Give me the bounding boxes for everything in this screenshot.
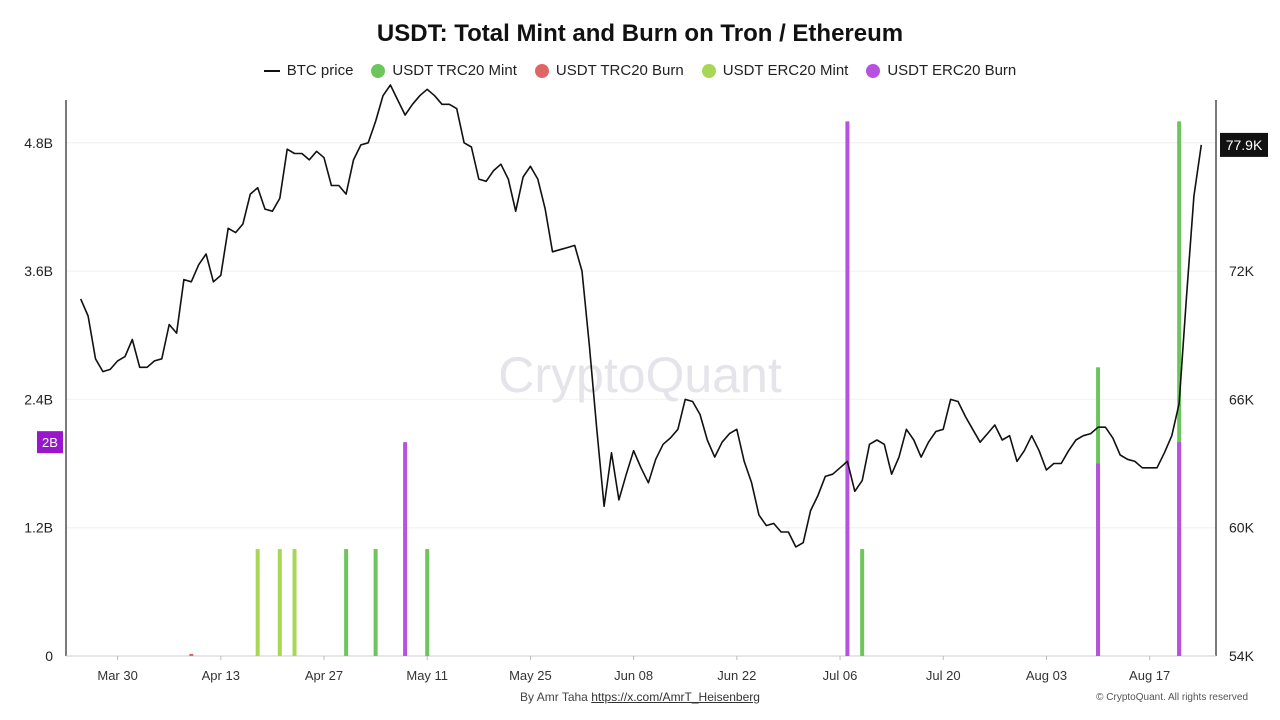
legend-label: BTC price xyxy=(286,62,354,79)
legend-item[interactable]: USDT ERC20 Mint xyxy=(701,62,849,79)
bars-layer xyxy=(189,121,1182,656)
x-tick-label: Jul 06 xyxy=(823,668,858,683)
x-tick-label: Jul 20 xyxy=(926,668,961,683)
y-left-tick-label: 2.4B xyxy=(24,391,53,407)
y-left-marker-label: 2B xyxy=(42,435,58,450)
x-tick-label: Apr 13 xyxy=(202,668,240,683)
legend-item[interactable]: USDT TRC20 Burn xyxy=(534,62,684,79)
y-right-tick-label: 66K xyxy=(1229,391,1255,407)
chart-legend: BTC price USDT TRC20 Mint USDT TRC20 Burn U… xyxy=(0,62,1280,79)
y-right-tick-label: 60K xyxy=(1229,520,1255,536)
bar-usdt-trc20-mint xyxy=(860,549,865,656)
legend-label: USDT ERC20 Burn xyxy=(887,62,1017,79)
x-tick-label: Jun 08 xyxy=(614,668,653,683)
y-right-tick-label: 72K xyxy=(1229,263,1255,279)
x-tick-label: Jun 22 xyxy=(717,668,756,683)
legend-item[interactable]: USDT ERC20 Burn xyxy=(866,62,1016,79)
bar-usdt-erc20-mint xyxy=(255,549,260,656)
bar-usdt-trc20-mint xyxy=(373,549,378,656)
legend-dot-swatch xyxy=(534,63,549,78)
y-left-tick-label: 3.6B xyxy=(24,263,53,279)
bar-usdt-erc20-mint xyxy=(277,549,282,656)
footer-copyright: © CryptoQuant. All rights reserved xyxy=(1096,692,1248,703)
y-right-last-value-label: 77.9K xyxy=(1226,137,1263,153)
legend-dot-swatch xyxy=(701,63,716,78)
bar-usdt-trc20-burn xyxy=(189,653,194,656)
bar-usdt-erc20-burn xyxy=(845,121,850,656)
legend-item[interactable]: BTC price xyxy=(263,62,354,79)
grid-layer xyxy=(66,142,1216,529)
legend-dot-swatch xyxy=(866,63,881,78)
bar-usdt-erc20-burn xyxy=(1177,442,1182,656)
legend-item[interactable]: USDT TRC20 Mint xyxy=(371,62,517,79)
legend-label: USDT TRC20 Mint xyxy=(392,62,517,79)
x-tick-label: May 11 xyxy=(406,668,448,683)
line-layer xyxy=(79,84,1203,548)
x-tick-label: Aug 03 xyxy=(1026,668,1067,683)
bar-usdt-erc20-mint xyxy=(292,549,297,656)
labels-layer: 0 1.2B 2.4B 3.6B 4.8B 2B 54K 60K 66K 72K 77.9K Mar … xyxy=(24,132,1268,683)
legend-line-swatch xyxy=(263,69,280,72)
bar-usdt-trc20-mint xyxy=(1177,121,1182,656)
bar-usdt-trc20-mint xyxy=(344,549,349,656)
btc-price-line xyxy=(79,84,1203,548)
bar-usdt-erc20-burn xyxy=(1096,463,1101,656)
bar-usdt-erc20-burn xyxy=(403,442,408,656)
chart-title: USDT: Total Mint and Burn on Tron / Ethe… xyxy=(376,20,904,47)
x-tick-label: May 25 xyxy=(509,668,552,683)
watermark: CryptoQuant xyxy=(498,347,782,403)
legend-label: USDT TRC20 Burn xyxy=(555,62,684,79)
bar-usdt-trc20-mint xyxy=(425,549,430,656)
x-tick-label: Mar 30 xyxy=(97,668,137,683)
y-left-tick-label: 1.2B xyxy=(24,520,53,536)
y-left-tick-label: 0 xyxy=(45,648,53,664)
footer-author: By Amr Taha xyxy=(520,690,588,704)
x-tick-label: Aug 17 xyxy=(1129,668,1170,683)
footer-link[interactable]: https://x.com/AmrT_Heisenberg xyxy=(591,690,760,704)
y-right-tick-label: 54K xyxy=(1229,648,1255,664)
y-right-last-value-badge xyxy=(1220,132,1268,157)
y-left-tick-label: 4.8B xyxy=(24,135,53,151)
legend-dot-swatch xyxy=(371,63,386,78)
footer-credit: By Amr Taha https://x.com/AmrT_Heisenber… xyxy=(0,690,1280,704)
legend-label: USDT ERC20 Mint xyxy=(722,62,849,79)
x-tick-label: Apr 27 xyxy=(305,668,343,683)
y-left-marker-badge xyxy=(37,431,63,454)
